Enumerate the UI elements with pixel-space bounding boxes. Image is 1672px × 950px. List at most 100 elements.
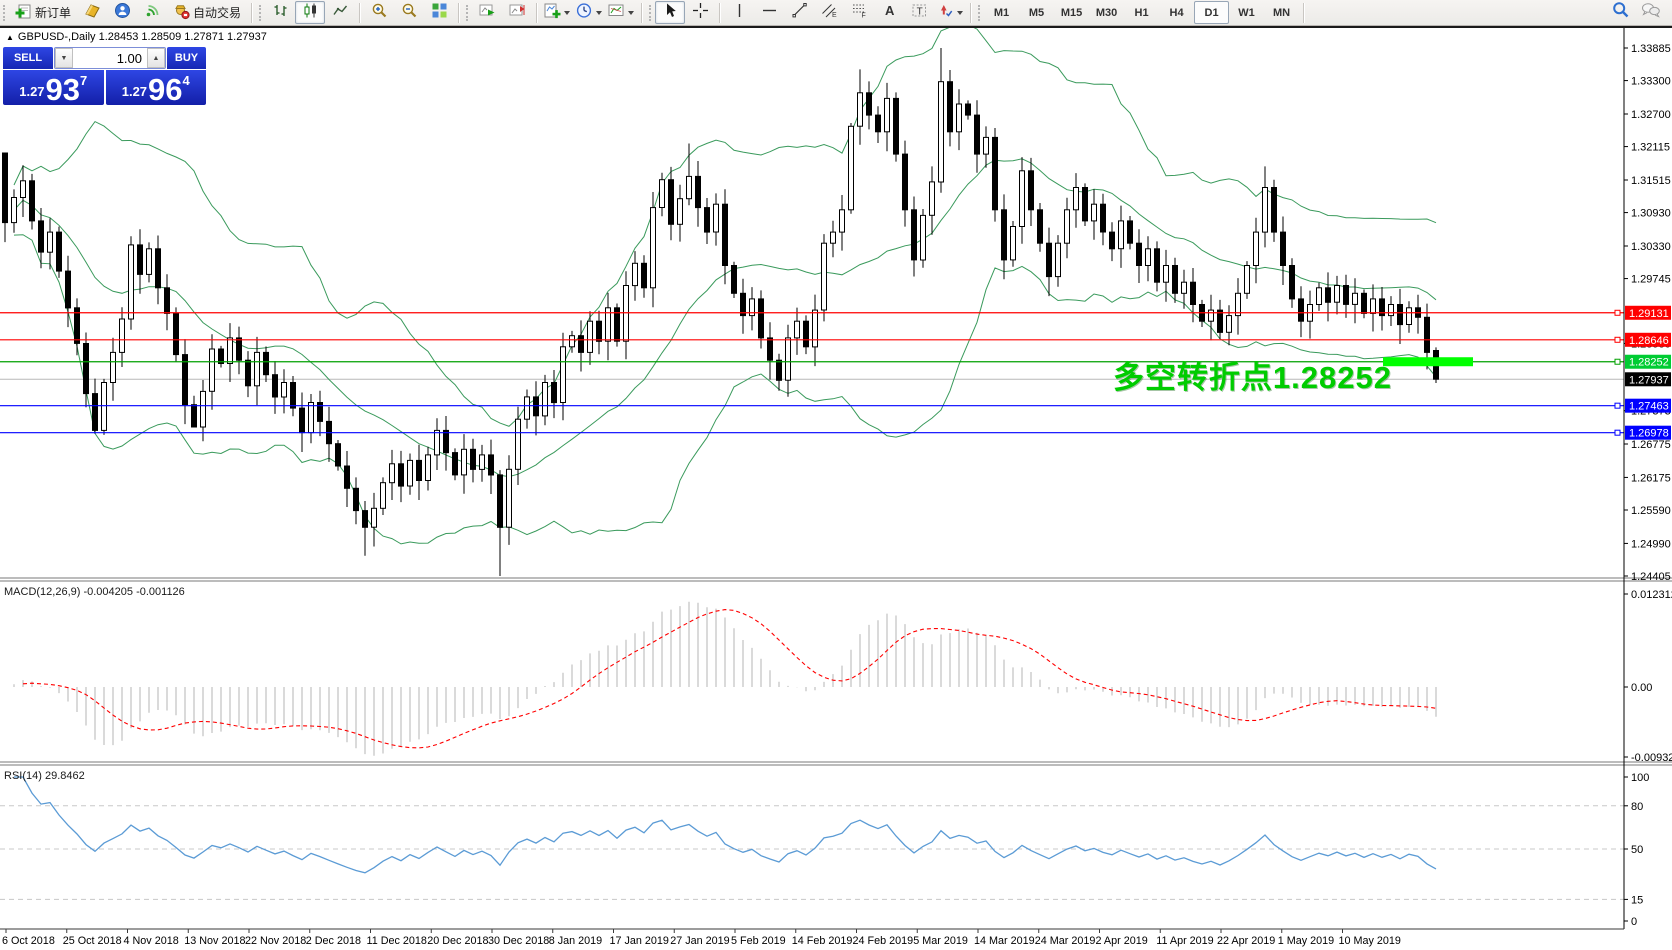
candle-bearish bbox=[362, 510, 368, 528]
horizontal-line-tool-button[interactable] bbox=[754, 1, 784, 24]
level-line-anchor[interactable] bbox=[1614, 358, 1621, 365]
macd-pane bbox=[13, 601, 1437, 756]
tab-timeframe-m15[interactable]: M15 bbox=[1060, 6, 1083, 19]
text-tool-button[interactable]: A bbox=[874, 1, 904, 24]
candle-bullish bbox=[47, 231, 53, 253]
level-line-anchor[interactable] bbox=[1614, 429, 1621, 436]
zoom-out-button[interactable] bbox=[394, 1, 424, 24]
chart-shift-button[interactable] bbox=[502, 1, 532, 24]
tab-timeframe-m1[interactable]: M1 bbox=[993, 6, 1010, 19]
buy-price-button[interactable]: 1.27 96 4 bbox=[105, 70, 206, 105]
candle-bullish bbox=[569, 335, 575, 348]
periods-button[interactable] bbox=[573, 1, 605, 24]
candle-bullish bbox=[983, 136, 989, 155]
buy-price-prefix: 1.27 bbox=[121, 84, 148, 99]
price-badge bbox=[1625, 372, 1671, 387]
candle-bearish bbox=[668, 179, 674, 225]
indicators-dropdown-caret[interactable] bbox=[564, 10, 571, 15]
candle-bullish bbox=[542, 382, 548, 417]
search-button[interactable] bbox=[1606, 1, 1636, 24]
volume-input[interactable]: 1.00 bbox=[116, 50, 142, 66]
arrows-dropdown-caret[interactable] bbox=[957, 10, 964, 15]
toolbar-drag-handle[interactable] bbox=[259, 4, 262, 21]
turning-point-annotation[interactable]: 多空转折点1.28252 bbox=[1112, 360, 1392, 395]
equidistant-channel-tool-button[interactable]: E bbox=[814, 1, 844, 24]
auto-scroll-button[interactable] bbox=[472, 1, 502, 24]
templates-dropdown-caret[interactable] bbox=[628, 10, 635, 15]
tab-timeframe-h1[interactable]: H1 bbox=[1134, 6, 1149, 19]
signals-button[interactable] bbox=[137, 1, 167, 24]
date-tick-label: 10 May 2019 bbox=[1339, 935, 1401, 947]
line-chart-button[interactable] bbox=[325, 1, 355, 24]
date-tick-label: 8 Jan 2019 bbox=[549, 935, 602, 947]
crosshair-tool-button[interactable] bbox=[685, 1, 715, 24]
periods-dropdown-caret[interactable] bbox=[596, 10, 603, 15]
candle-bullish bbox=[794, 320, 800, 339]
tab-timeframe-m30[interactable]: M30 bbox=[1095, 6, 1118, 19]
fibonacci-tool-button[interactable]: F bbox=[844, 1, 874, 24]
market-watch-button[interactable] bbox=[77, 1, 107, 24]
new-order-button[interactable]: 新订单 bbox=[9, 1, 77, 24]
candle-bearish bbox=[335, 443, 341, 467]
candle-bearish bbox=[866, 92, 872, 116]
mql5-community-button[interactable] bbox=[107, 1, 137, 24]
bar-chart-button[interactable] bbox=[265, 1, 295, 24]
volume-decrease-button[interactable]: ▼ bbox=[55, 48, 73, 68]
candle-bullish bbox=[713, 203, 719, 233]
date-tick-label: 5 Feb 2019 bbox=[731, 935, 786, 947]
tab-timeframe-mn[interactable]: MN bbox=[1272, 6, 1291, 19]
level-line-anchor[interactable] bbox=[1614, 309, 1621, 316]
price-badge bbox=[1625, 305, 1671, 320]
level-line-anchor[interactable] bbox=[1614, 336, 1621, 343]
candle-bullish bbox=[1010, 226, 1016, 261]
highlight-bar[interactable] bbox=[1383, 357, 1473, 367]
indicators-button[interactable] bbox=[541, 1, 573, 24]
collapse-panel-icon[interactable]: ▲ bbox=[6, 33, 14, 42]
tab-timeframe-h4[interactable]: H4 bbox=[1169, 6, 1184, 19]
price-badge-label: 1.26978 bbox=[1629, 428, 1669, 440]
candle-bullish bbox=[515, 418, 521, 470]
templates-icon bbox=[608, 2, 625, 24]
periods-clock-icon bbox=[576, 2, 593, 24]
zoom-in-button[interactable] bbox=[364, 1, 394, 24]
toolbar-drag-handle[interactable] bbox=[649, 4, 652, 21]
candlestick-chart-button[interactable] bbox=[295, 1, 326, 24]
chat-button[interactable] bbox=[1636, 1, 1666, 24]
candle-bullish bbox=[1163, 265, 1169, 283]
toolbar-drag-handle[interactable] bbox=[466, 4, 469, 21]
candle-bullish bbox=[677, 198, 683, 225]
tile-windows-button[interactable] bbox=[424, 1, 454, 24]
templates-button[interactable] bbox=[605, 1, 637, 24]
cursor-tool-button[interactable] bbox=[655, 1, 686, 24]
toolbar-drag-handle[interactable] bbox=[3, 4, 5, 21]
arrows-tool-button[interactable] bbox=[934, 1, 966, 24]
volume-increase-button[interactable]: ▲ bbox=[147, 48, 165, 68]
toolbar-separator bbox=[251, 2, 253, 23]
tab-timeframe-d1[interactable]: D1 bbox=[1194, 1, 1230, 24]
price-badge bbox=[1625, 332, 1671, 347]
toolbar-drag-handle[interactable] bbox=[978, 4, 981, 21]
vertical-line-icon bbox=[731, 2, 748, 24]
autotrading-button[interactable]: 自动交易 bbox=[167, 1, 247, 24]
sell-price-button[interactable]: 1.27 93 7 bbox=[3, 70, 104, 105]
price-tick-label: 1.30330 bbox=[1631, 241, 1671, 253]
trendline-tool-button[interactable] bbox=[784, 1, 814, 24]
tab-timeframe-w1[interactable]: W1 bbox=[1238, 6, 1255, 19]
buy-button[interactable]: BUY bbox=[167, 47, 206, 69]
level-line-anchor[interactable] bbox=[1614, 402, 1621, 409]
candle-bullish bbox=[209, 348, 215, 392]
sell-button[interactable]: SELL bbox=[3, 47, 53, 69]
candles bbox=[2, 48, 1439, 576]
vertical-line-tool-button[interactable] bbox=[724, 1, 754, 24]
candle-bearish bbox=[263, 351, 269, 376]
search-icon bbox=[1612, 1, 1630, 24]
tab-timeframe-m5[interactable]: M5 bbox=[1028, 6, 1045, 19]
price-tick-label: 1.26175 bbox=[1631, 472, 1671, 484]
candle-bearish bbox=[155, 248, 161, 289]
candle-bearish bbox=[1325, 287, 1331, 303]
candle-bearish bbox=[1109, 231, 1115, 250]
text-label-tool-button[interactable]: T bbox=[904, 1, 934, 24]
candle-bullish bbox=[389, 463, 395, 484]
